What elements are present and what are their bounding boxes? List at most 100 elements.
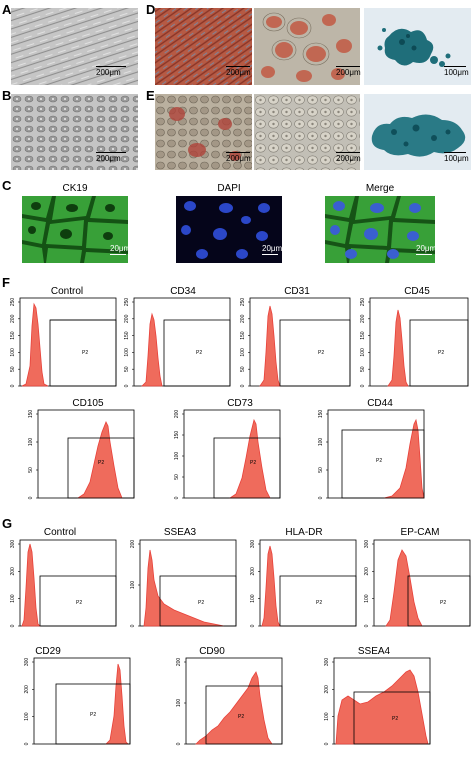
panel-a-micrograph	[11, 8, 138, 85]
panel-f-cd73-title: CD73	[227, 398, 253, 409]
gate-label: P2	[196, 350, 202, 356]
y-tick-label: 0	[318, 496, 324, 499]
panel-b-scalebar: 200μm	[96, 152, 126, 163]
panel-b-micrograph	[11, 94, 138, 170]
panel-g-epcam-histogram: 0 100 200 300 P2	[364, 539, 471, 627]
y-tick-label: 100	[10, 348, 16, 357]
y-tick-label: 200	[174, 410, 180, 419]
y-tick-label: 150	[124, 331, 130, 340]
panel-e3-scalebar: 100μm	[444, 152, 469, 163]
panel-label-g: G	[2, 516, 13, 531]
panel-d-osteogenic-image	[155, 8, 252, 85]
gate-label: P2	[316, 600, 322, 606]
y-tick-label: 100	[28, 438, 34, 447]
y-tick-label: 200	[10, 567, 16, 576]
panel-f-cd31-title: CD31	[284, 286, 310, 297]
panel-label-e: E	[146, 88, 155, 103]
panel-a-scale-label: 200μm	[96, 68, 121, 77]
gate-label: P2	[76, 600, 82, 606]
y-tick-label: 0	[24, 742, 30, 745]
panel-b-scale-label: 200μm	[96, 154, 121, 163]
panel-e3-scale-label: 100μm	[444, 154, 469, 163]
panel-g-cd29-title: CD29	[35, 646, 61, 657]
y-tick-label: 0	[10, 384, 16, 387]
panel-e1-scalebar: 200μm	[226, 152, 251, 163]
gate-label: P2	[392, 716, 398, 722]
y-tick-label: 150	[318, 410, 324, 419]
y-tick-label: 50	[318, 467, 324, 473]
panel-f-cd34-histogram: 0 50 100 150 200 250 P2	[124, 297, 231, 387]
panel-d1-scale-label: 200μm	[226, 68, 251, 77]
y-tick-label: 200	[360, 314, 366, 323]
panel-c2-scale-label: 20μm	[262, 244, 283, 253]
panel-g-ssea4-histogram: 0 100 200 300 P2	[324, 657, 431, 745]
panel-g-ssea3-title: SSEA3	[163, 527, 197, 538]
y-tick-label: 100	[176, 699, 182, 708]
y-tick-label: 100	[24, 712, 30, 721]
panel-f-control-title: Control	[50, 286, 84, 297]
y-tick-label: 100	[174, 452, 180, 461]
y-tick-label: 200	[324, 685, 330, 694]
y-tick-label: 200	[176, 658, 182, 667]
panel-label-f: F	[2, 275, 10, 290]
panel-f-cd73-histogram: 0 50 100 150 200 P2	[174, 409, 281, 499]
panel-d3-scale-label: 100μm	[444, 68, 469, 77]
y-tick-label: 250	[360, 298, 366, 307]
gate-label: P2	[98, 460, 104, 466]
gate-label: P2	[440, 600, 446, 606]
gate-label: P2	[238, 714, 244, 720]
y-tick-label: 200	[364, 567, 370, 576]
gate-label: P2	[198, 600, 204, 606]
y-tick-label: 0	[174, 496, 180, 499]
panel-g-control-histogram: 0 100 200 300 P2	[10, 539, 117, 627]
panel-c-ck19-image	[22, 196, 128, 263]
panel-c-merge-title: Merge	[365, 183, 395, 194]
y-tick-label: 200	[240, 314, 246, 323]
y-tick-label: 150	[10, 331, 16, 340]
panel-g-ssea3-histogram: 0 100 200 P2	[130, 539, 237, 627]
y-tick-label: 300	[250, 540, 256, 549]
y-tick-label: 0	[360, 384, 366, 387]
panel-g-hladr-title: HLA-DR	[285, 527, 323, 538]
panel-e2-scale-label: 200μm	[336, 154, 361, 163]
y-tick-label: 100	[130, 581, 136, 590]
gate-label: P2	[438, 350, 444, 356]
y-tick-label: 0	[324, 742, 330, 745]
y-tick-label: 50	[28, 467, 34, 473]
panel-g-cd90-title: CD90	[199, 646, 225, 657]
panel-c2-scalebar: 20μm	[262, 244, 282, 255]
y-tick-label: 300	[324, 658, 330, 667]
panel-e1-scale-label: 200μm	[226, 154, 251, 163]
gate-label: P2	[376, 458, 382, 464]
panel-g-cd29-histogram: 0 100 200 300 P2	[24, 657, 131, 745]
y-tick-label: 300	[10, 540, 16, 549]
panel-d2-scalebar: 200μm	[336, 66, 361, 77]
y-tick-label: 200	[130, 540, 136, 549]
panel-d3-scalebar: 100μm	[444, 66, 469, 77]
panel-e-adipogenic-image	[254, 94, 360, 170]
y-tick-label: 100	[324, 712, 330, 721]
panel-f-cd31-histogram: 0 50 100 150 200 250 P2	[240, 297, 351, 387]
panel-f-cd105-title: CD105	[72, 398, 104, 409]
y-tick-label: 0	[240, 384, 246, 387]
panel-label-d: D	[146, 2, 156, 17]
panel-g-control-title: Control	[43, 527, 77, 538]
panel-e-chondrogenic-image	[364, 94, 471, 170]
gate-label: P2	[250, 460, 256, 466]
y-tick-label: 0	[176, 742, 182, 745]
y-tick-label: 250	[124, 298, 130, 307]
panel-c1-scale-label: 20μm	[110, 244, 131, 253]
panel-e2-scalebar: 200μm	[336, 152, 361, 163]
panel-g-epcam-title: EP-CAM	[400, 527, 440, 538]
panel-f-cd45-histogram: 0 50 100 150 200 250 P2	[360, 297, 469, 387]
y-tick-label: 0	[10, 624, 16, 627]
panel-label-c: C	[2, 178, 12, 193]
y-tick-label: 300	[24, 658, 30, 667]
y-tick-label: 100	[250, 594, 256, 603]
panel-label-b: B	[2, 88, 12, 103]
panel-d2-scale-label: 200μm	[336, 68, 361, 77]
panel-c-dapi-title: DAPI	[217, 183, 241, 194]
panel-g-hladr-histogram: 0 100 200 300 P2	[250, 539, 357, 627]
panel-c3-scale-label: 20μm	[416, 244, 437, 253]
y-tick-label: 0	[124, 384, 130, 387]
